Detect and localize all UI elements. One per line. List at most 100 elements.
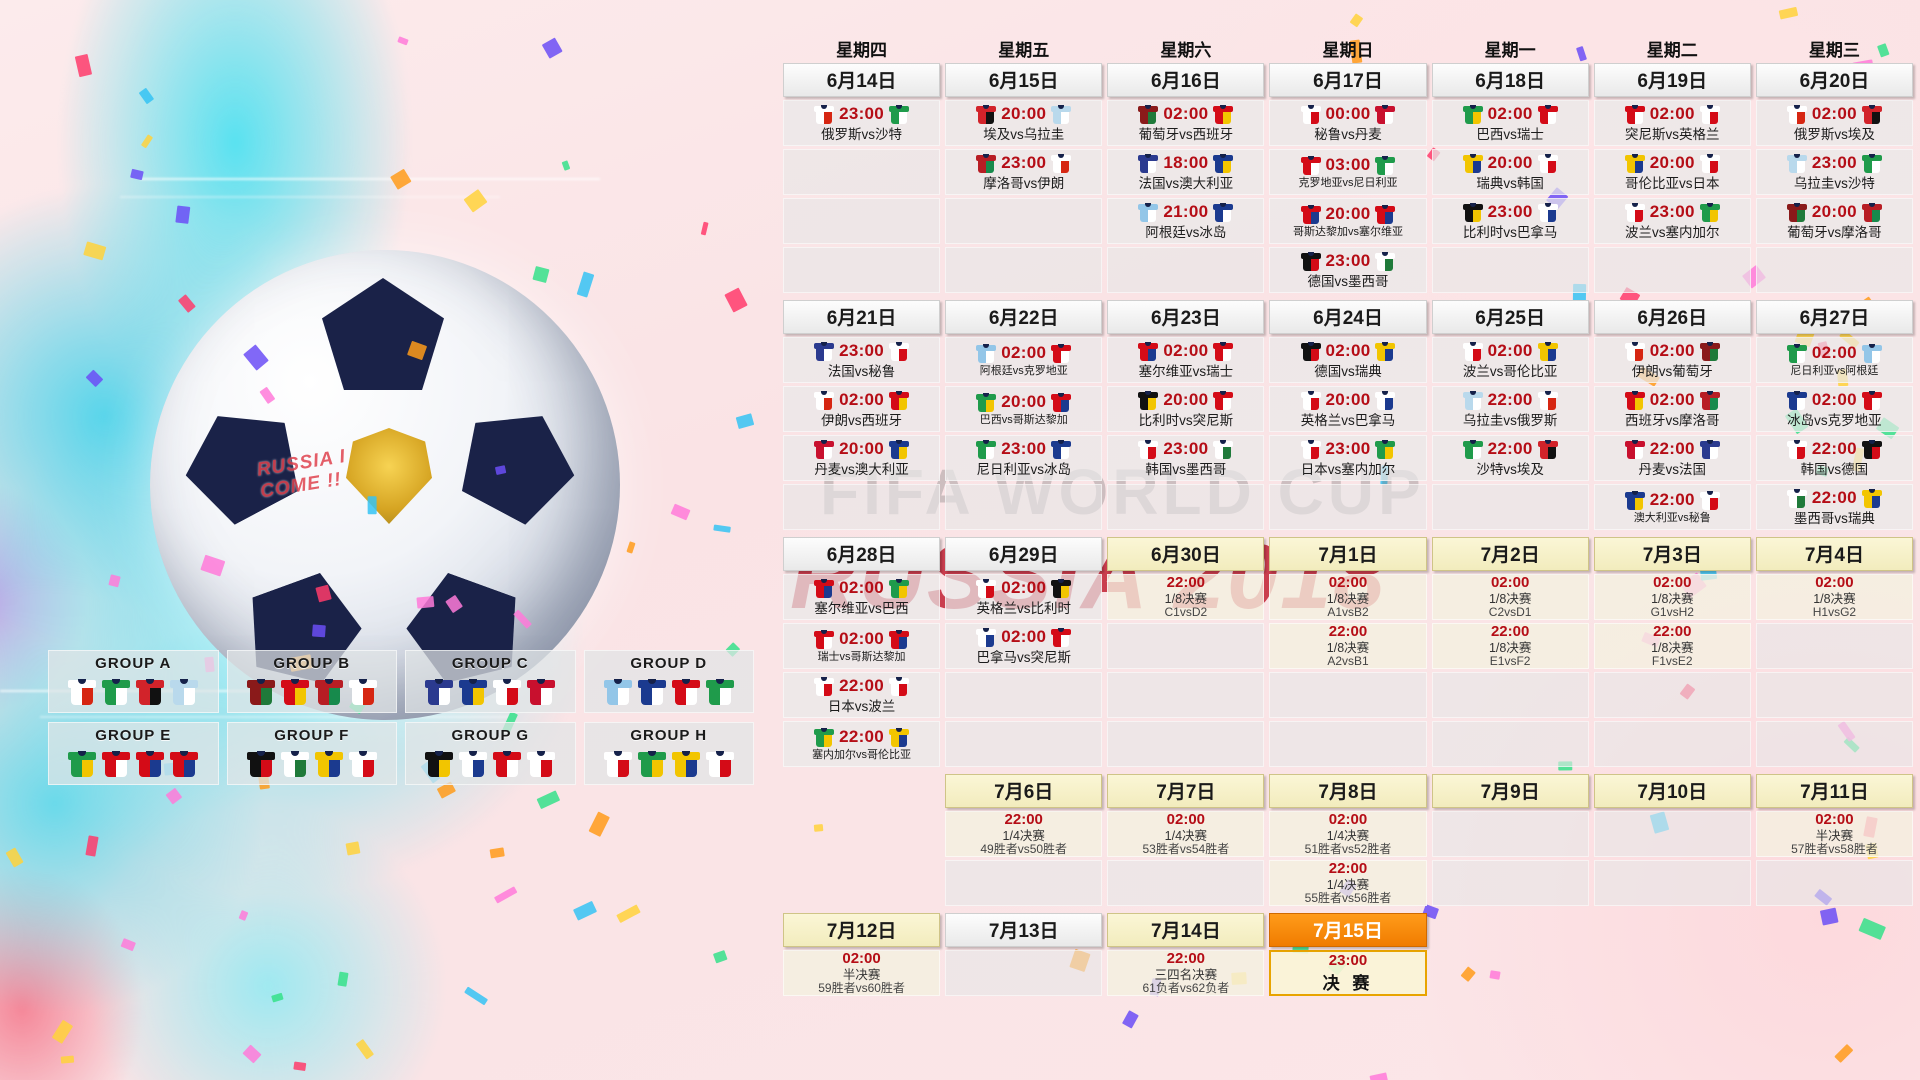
- match-cell[interactable]: 02:00 冰岛vs克罗地亚: [1756, 386, 1913, 432]
- date-tag[interactable]: 7月11日: [1756, 774, 1913, 808]
- date-tag[interactable]: 7月7日: [1107, 774, 1264, 808]
- match-cell[interactable]: 20:00 巴西vs哥斯达黎加: [945, 386, 1102, 432]
- date-tag[interactable]: 6月24日: [1269, 300, 1426, 334]
- match-cell[interactable]: 20:00 埃及vs乌拉圭: [945, 100, 1102, 146]
- group-box-group-c[interactable]: GROUP C: [405, 650, 576, 713]
- group-box-group-e[interactable]: GROUP E: [48, 722, 219, 785]
- knockout-match-cell[interactable]: 22:00 1/8决赛 F1vsE2: [1594, 623, 1751, 669]
- group-box-group-b[interactable]: GROUP B: [227, 650, 398, 713]
- match-cell[interactable]: 23:00 比利时vs巴拿马: [1432, 198, 1589, 244]
- date-tag[interactable]: 6月22日: [945, 300, 1102, 334]
- match-cell[interactable]: 23:00 俄罗斯vs沙特: [783, 100, 940, 146]
- match-cell[interactable]: 22:00 墨西哥vs瑞典: [1756, 484, 1913, 530]
- date-tag[interactable]: 6月18日: [1432, 63, 1589, 97]
- date-tag[interactable]: 6月29日: [945, 537, 1102, 571]
- knockout-match-cell[interactable]: 02:00 1/8决赛 H1vsG2: [1756, 574, 1913, 620]
- knockout-match-cell[interactable]: 02:00 半决赛 57胜者vs58胜者: [1756, 811, 1913, 857]
- match-cell[interactable]: 02:00 突尼斯vs英格兰: [1594, 100, 1751, 146]
- match-cell[interactable]: 02:00 波兰vs哥伦比亚: [1432, 337, 1589, 383]
- match-cell[interactable]: 02:00 伊朗vs葡萄牙: [1594, 337, 1751, 383]
- match-cell[interactable]: 20:00 英格兰vs巴拿马: [1269, 386, 1426, 432]
- match-cell[interactable]: 20:00 葡萄牙vs摩洛哥: [1756, 198, 1913, 244]
- date-tag[interactable]: 6月25日: [1432, 300, 1589, 334]
- date-tag[interactable]: 6月16日: [1107, 63, 1264, 97]
- match-cell[interactable]: 02:00 巴拿马vs突尼斯: [945, 623, 1102, 669]
- final-match-cell[interactable]: 23:00 决 赛: [1269, 950, 1426, 996]
- group-box-group-h[interactable]: GROUP H: [584, 722, 755, 785]
- date-tag[interactable]: 7月4日: [1756, 537, 1913, 571]
- date-tag[interactable]: 6月27日: [1756, 300, 1913, 334]
- date-tag[interactable]: 7月14日: [1107, 913, 1264, 947]
- date-tag[interactable]: 7月3日: [1594, 537, 1751, 571]
- match-cell[interactable]: 02:00 英格兰vs比利时: [945, 574, 1102, 620]
- knockout-match-cell[interactable]: 22:00 三四名决赛 61负者vs62负者: [1107, 950, 1264, 996]
- match-cell[interactable]: 20:00 哥斯达黎加vs塞尔维亚: [1269, 198, 1426, 244]
- knockout-match-cell[interactable]: 02:00 半决赛 59胜者vs60胜者: [783, 950, 940, 996]
- match-cell[interactable]: 22:00 日本vs波兰: [783, 672, 940, 718]
- knockout-match-cell[interactable]: 02:00 1/4决赛 53胜者vs54胜者: [1107, 811, 1264, 857]
- match-cell[interactable]: 23:00 乌拉圭vs沙特: [1756, 149, 1913, 195]
- date-tag[interactable]: 6月15日: [945, 63, 1102, 97]
- match-cell[interactable]: 20:00 瑞典vs韩国: [1432, 149, 1589, 195]
- match-cell[interactable]: 02:00 西班牙vs摩洛哥: [1594, 386, 1751, 432]
- group-box-group-f[interactable]: GROUP F: [227, 722, 398, 785]
- date-tag[interactable]: 7月1日: [1269, 537, 1426, 571]
- knockout-match-cell[interactable]: 02:00 1/8决赛 C2vsD1: [1432, 574, 1589, 620]
- match-cell[interactable]: 22:00 乌拉圭vs俄罗斯: [1432, 386, 1589, 432]
- knockout-match-cell[interactable]: 22:00 1/8决赛 A2vsB1: [1269, 623, 1426, 669]
- match-cell[interactable]: 02:00 塞尔维亚vs巴西: [783, 574, 940, 620]
- knockout-match-cell[interactable]: 22:00 1/8决赛 C1vsD2: [1107, 574, 1264, 620]
- date-tag[interactable]: 7月15日: [1269, 913, 1426, 947]
- match-cell[interactable]: 22:00 丹麦vs法国: [1594, 435, 1751, 481]
- date-tag[interactable]: 7月13日: [945, 913, 1102, 947]
- group-box-group-a[interactable]: GROUP A: [48, 650, 219, 713]
- group-box-group-g[interactable]: GROUP G: [405, 722, 576, 785]
- match-cell[interactable]: 02:00 俄罗斯vs埃及: [1756, 100, 1913, 146]
- match-cell[interactable]: 02:00 尼日利亚vs阿根廷: [1756, 337, 1913, 383]
- date-tag[interactable]: 7月12日: [783, 913, 940, 947]
- date-tag[interactable]: 6月14日: [783, 63, 940, 97]
- match-cell[interactable]: 23:00 德国vs墨西哥: [1269, 247, 1426, 293]
- match-cell[interactable]: 23:00 日本vs塞内加尔: [1269, 435, 1426, 481]
- date-tag[interactable]: 7月2日: [1432, 537, 1589, 571]
- match-cell[interactable]: 22:00 沙特vs埃及: [1432, 435, 1589, 481]
- date-tag[interactable]: 6月20日: [1756, 63, 1913, 97]
- date-tag[interactable]: 7月8日: [1269, 774, 1426, 808]
- date-tag[interactable]: 7月6日: [945, 774, 1102, 808]
- date-tag[interactable]: 6月17日: [1269, 63, 1426, 97]
- knockout-match-cell[interactable]: 22:00 1/4决赛 49胜者vs50胜者: [945, 811, 1102, 857]
- match-cell[interactable]: 23:00 摩洛哥vs伊朗: [945, 149, 1102, 195]
- match-cell[interactable]: 02:00 巴西vs瑞士: [1432, 100, 1589, 146]
- match-cell[interactable]: 02:00 瑞士vs哥斯达黎加: [783, 623, 940, 669]
- date-tag[interactable]: 6月28日: [783, 537, 940, 571]
- date-tag[interactable]: 6月19日: [1594, 63, 1751, 97]
- knockout-match-cell[interactable]: 02:00 1/8决赛 G1vsH2: [1594, 574, 1751, 620]
- match-cell[interactable]: 23:00 尼日利亚vs冰岛: [945, 435, 1102, 481]
- match-cell[interactable]: 22:00 塞内加尔vs哥伦比亚: [783, 721, 940, 767]
- knockout-match-cell[interactable]: 02:00 1/8决赛 A1vsB2: [1269, 574, 1426, 620]
- match-cell[interactable]: 22:00 韩国vs德国: [1756, 435, 1913, 481]
- date-tag[interactable]: 6月23日: [1107, 300, 1264, 334]
- match-cell[interactable]: 21:00 阿根廷vs冰岛: [1107, 198, 1264, 244]
- match-cell[interactable]: 23:00 波兰vs塞内加尔: [1594, 198, 1751, 244]
- knockout-match-cell[interactable]: 22:00 1/8决赛 E1vsF2: [1432, 623, 1589, 669]
- knockout-match-cell[interactable]: 02:00 1/4决赛 51胜者vs52胜者: [1269, 811, 1426, 857]
- match-cell[interactable]: 20:00 比利时vs突尼斯: [1107, 386, 1264, 432]
- match-cell[interactable]: 00:00 秘鲁vs丹麦: [1269, 100, 1426, 146]
- date-tag[interactable]: 6月30日: [1107, 537, 1264, 571]
- match-cell[interactable]: 02:00 德国vs瑞典: [1269, 337, 1426, 383]
- match-cell[interactable]: 22:00 澳大利亚vs秘鲁: [1594, 484, 1751, 530]
- match-cell[interactable]: 02:00 伊朗vs西班牙: [783, 386, 940, 432]
- knockout-match-cell[interactable]: 22:00 1/4决赛 55胜者vs56胜者: [1269, 860, 1426, 906]
- match-cell[interactable]: 02:00 阿根廷vs克罗地亚: [945, 337, 1102, 383]
- match-cell[interactable]: 20:00 哥伦比亚vs日本: [1594, 149, 1751, 195]
- match-cell[interactable]: 03:00 克罗地亚vs尼日利亚: [1269, 149, 1426, 195]
- date-tag[interactable]: 7月9日: [1432, 774, 1589, 808]
- match-cell[interactable]: 23:00 法国vs秘鲁: [783, 337, 940, 383]
- match-cell[interactable]: 02:00 塞尔维亚vs瑞士: [1107, 337, 1264, 383]
- date-tag[interactable]: 6月21日: [783, 300, 940, 334]
- match-cell[interactable]: 02:00 葡萄牙vs西班牙: [1107, 100, 1264, 146]
- match-cell[interactable]: 18:00 法国vs澳大利亚: [1107, 149, 1264, 195]
- match-cell[interactable]: 20:00 丹麦vs澳大利亚: [783, 435, 940, 481]
- date-tag[interactable]: 7月10日: [1594, 774, 1751, 808]
